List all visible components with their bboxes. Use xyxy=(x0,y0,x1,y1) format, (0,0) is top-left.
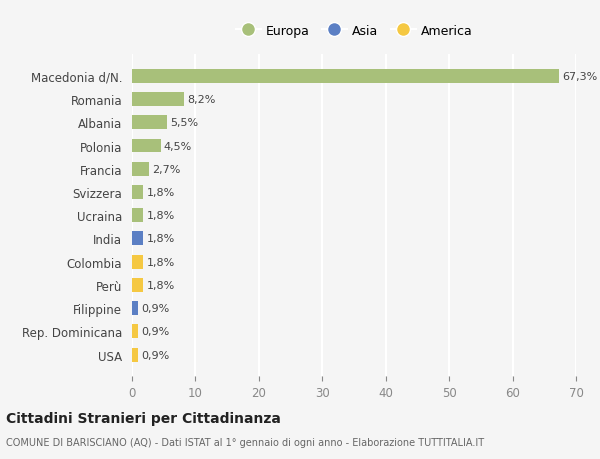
Bar xyxy=(132,162,149,176)
Text: 1,8%: 1,8% xyxy=(146,188,175,197)
Text: 5,5%: 5,5% xyxy=(170,118,198,128)
Bar xyxy=(132,348,138,362)
Bar xyxy=(132,325,138,339)
Text: Cittadini Stranieri per Cittadinanza: Cittadini Stranieri per Cittadinanza xyxy=(6,411,281,425)
Legend: Europa, Asia, America: Europa, Asia, America xyxy=(230,20,478,43)
Text: 1,8%: 1,8% xyxy=(146,234,175,244)
Bar xyxy=(132,278,143,292)
Text: 1,8%: 1,8% xyxy=(146,280,175,290)
Bar xyxy=(132,255,143,269)
Text: 0,9%: 0,9% xyxy=(141,327,169,336)
Bar xyxy=(132,302,138,315)
Bar xyxy=(132,185,143,200)
Text: 2,7%: 2,7% xyxy=(152,164,181,174)
Text: 4,5%: 4,5% xyxy=(164,141,192,151)
Text: 1,8%: 1,8% xyxy=(146,211,175,221)
Bar xyxy=(132,70,559,84)
Text: 0,9%: 0,9% xyxy=(141,350,169,360)
Text: 8,2%: 8,2% xyxy=(187,95,215,105)
Bar xyxy=(132,209,143,223)
Bar xyxy=(132,232,143,246)
Text: 0,9%: 0,9% xyxy=(141,303,169,313)
Text: 67,3%: 67,3% xyxy=(562,72,597,82)
Bar xyxy=(132,139,161,153)
Bar xyxy=(132,93,184,107)
Bar xyxy=(132,116,167,130)
Text: 1,8%: 1,8% xyxy=(146,257,175,267)
Text: COMUNE DI BARISCIANO (AQ) - Dati ISTAT al 1° gennaio di ogni anno - Elaborazione: COMUNE DI BARISCIANO (AQ) - Dati ISTAT a… xyxy=(6,437,484,447)
